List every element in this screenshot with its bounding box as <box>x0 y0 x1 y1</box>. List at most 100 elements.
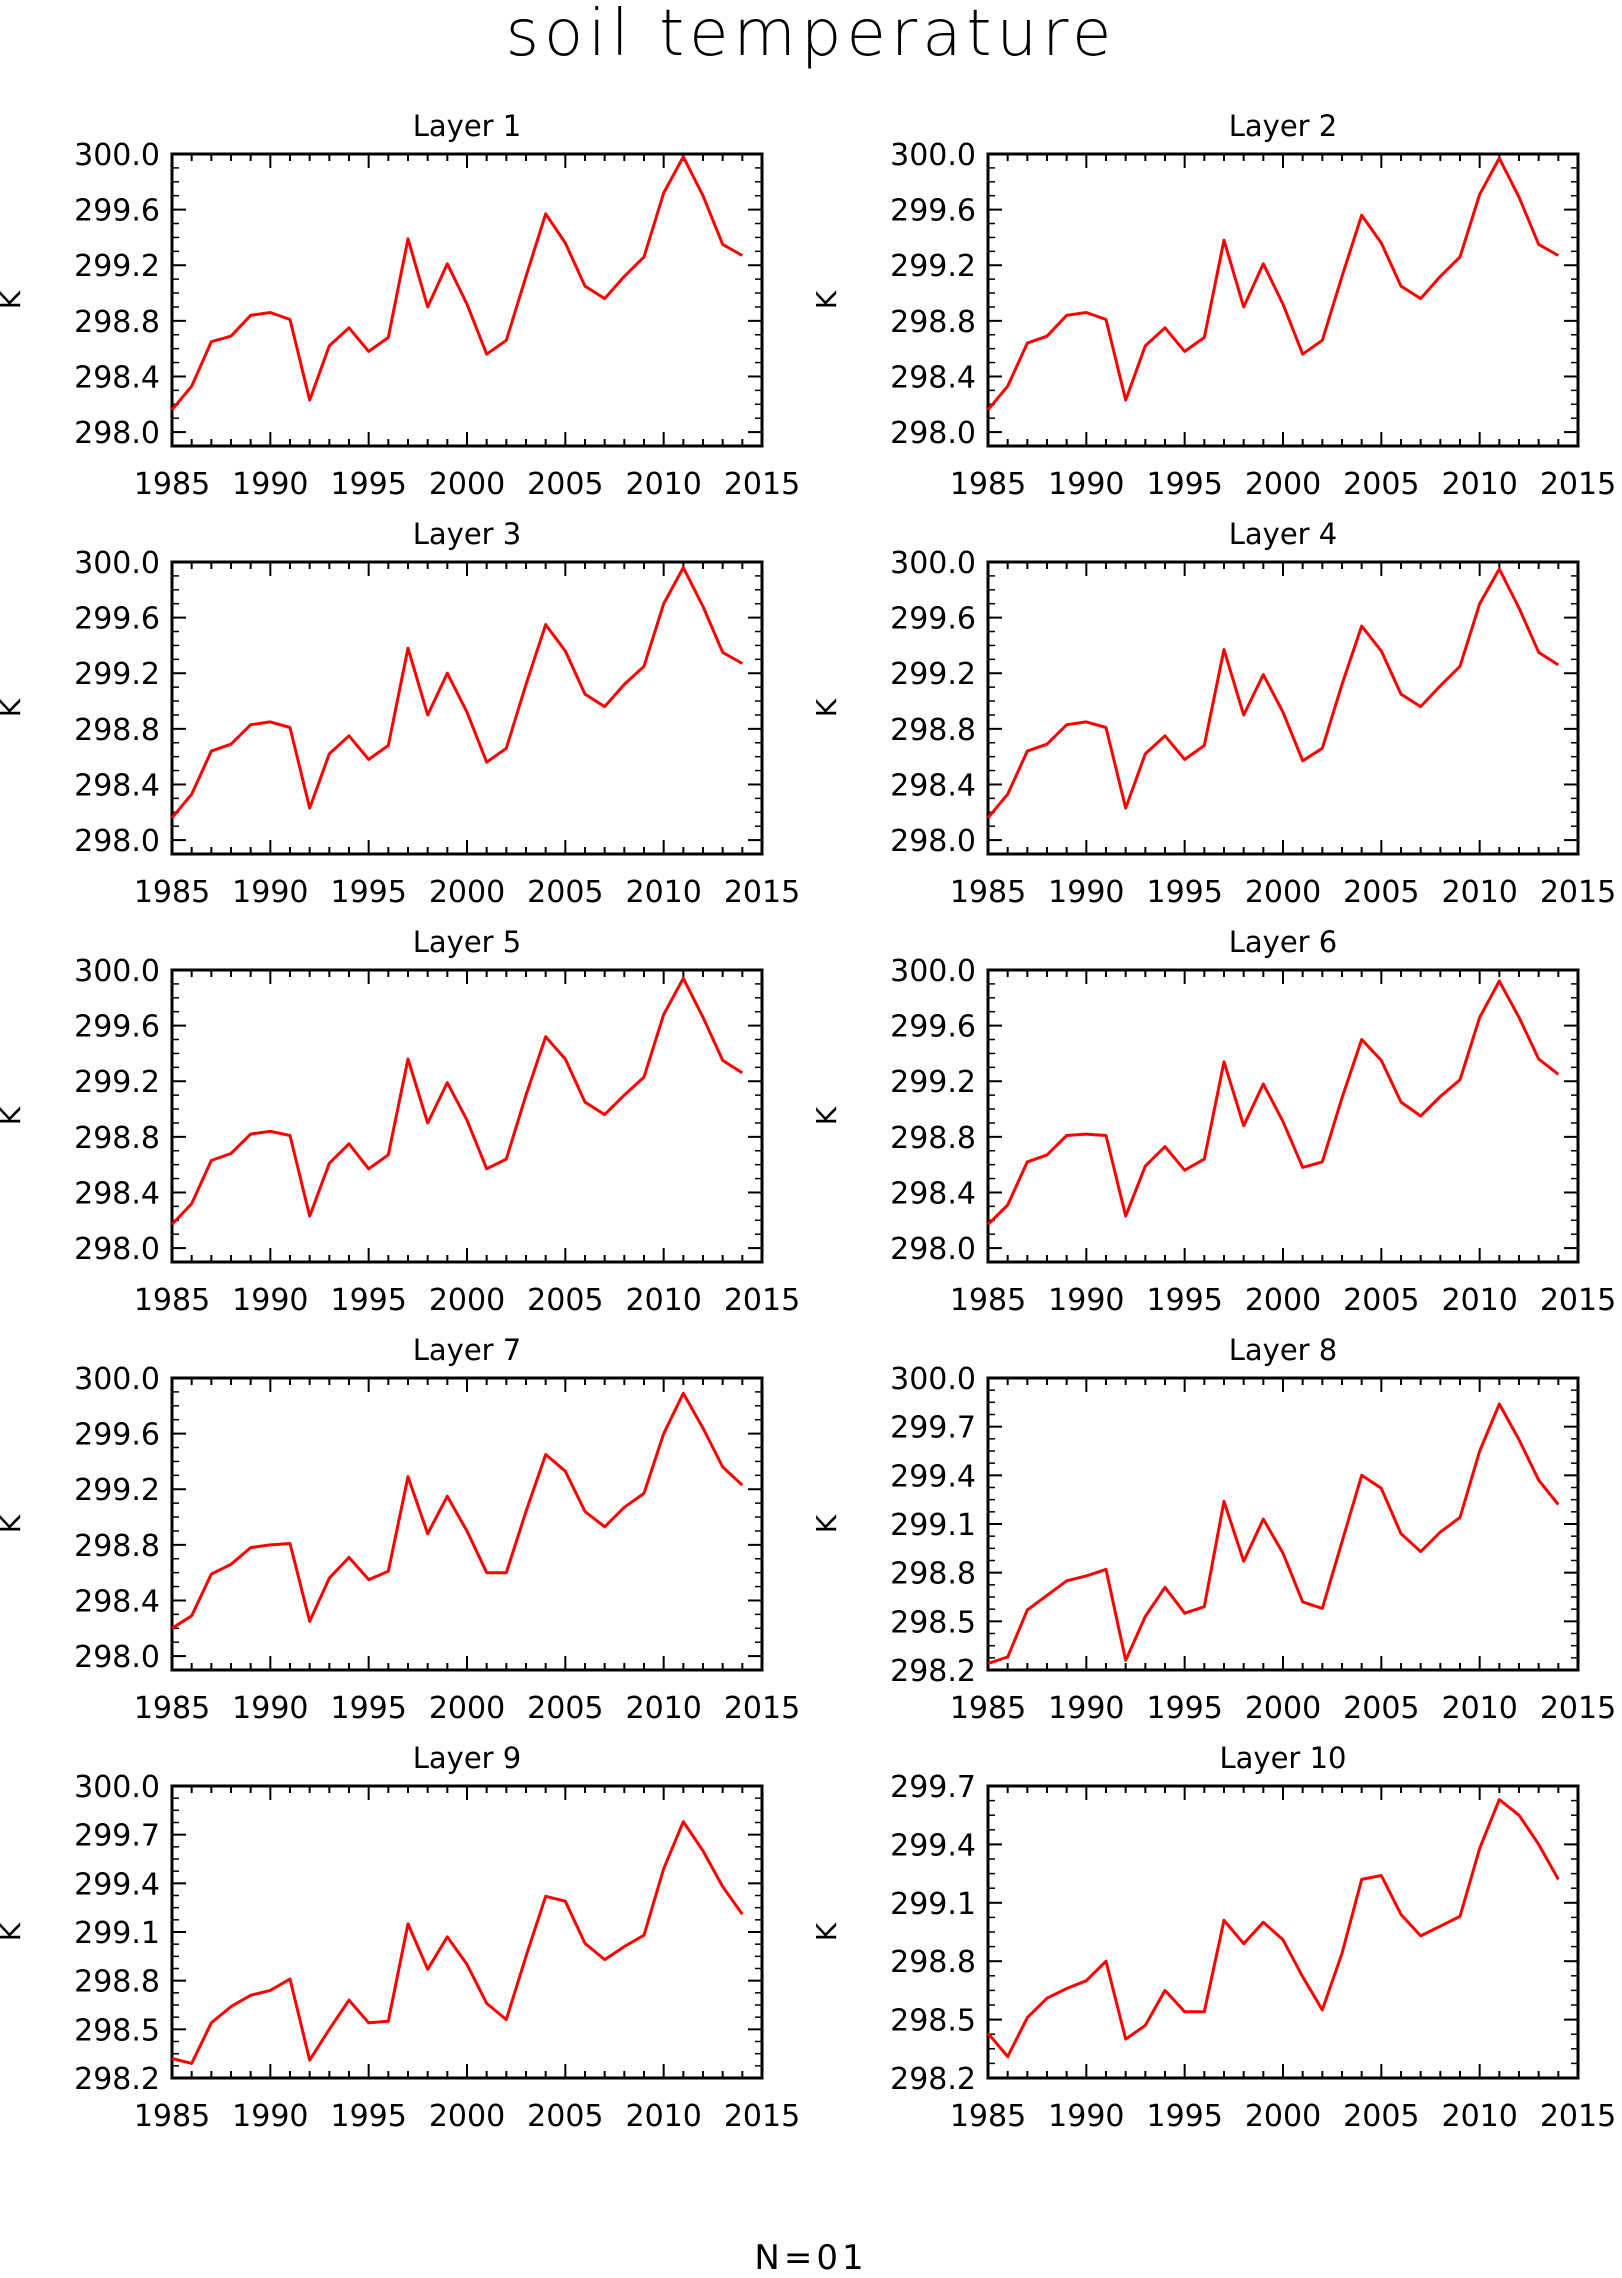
plot-frame <box>986 152 1580 448</box>
x-tick-label: 2010 <box>1441 1691 1517 1726</box>
x-tick-label: 2010 <box>1441 467 1517 502</box>
y-axis-label: K <box>0 1514 27 1533</box>
chart-panel: Layer 9 K 1985 1990 1995 2000 2005 2010 2015 298.… <box>0 1741 800 2134</box>
x-tick-label: 1985 <box>134 1283 210 1318</box>
x-tick-label: 2015 <box>724 1691 800 1726</box>
x-tick-label: 2000 <box>1245 2099 1321 2134</box>
x-tick-label: 2005 <box>527 1283 603 1318</box>
x-tick-label: 2010 <box>625 1691 701 1726</box>
x-tick-label: 2010 <box>1441 875 1517 910</box>
y-axis-label: K <box>0 698 27 717</box>
y-tick-label: 299.1 <box>890 1508 976 1543</box>
y-tick-label: 298.0 <box>74 416 160 451</box>
y-tick-label: 300.0 <box>890 1362 976 1397</box>
x-tick-label: 2000 <box>429 1691 505 1726</box>
y-tick-label: 299.2 <box>74 657 160 692</box>
y-axis-label: K <box>810 1922 843 1941</box>
y-tick-label: 298.8 <box>74 713 160 748</box>
x-tick-label: 1990 <box>1048 875 1124 910</box>
x-tick-label: 1985 <box>134 467 210 502</box>
x-tick-label: 2005 <box>527 875 603 910</box>
y-tick-label: 300.0 <box>74 954 160 989</box>
y-tick-label: 298.8 <box>74 1529 160 1564</box>
y-tick-label: 299.6 <box>890 1010 976 1045</box>
x-tick-label: 1985 <box>134 875 210 910</box>
x-tick-label: 1995 <box>1146 467 1222 502</box>
x-tick-label: 2000 <box>1245 875 1321 910</box>
panel-title: Layer 10 <box>1220 1741 1347 1775</box>
y-tick-label: 299.6 <box>74 602 160 637</box>
x-tick-label: 1995 <box>330 1283 406 1318</box>
y-tick-label: 298.4 <box>74 1584 160 1619</box>
y-tick-label: 298.5 <box>74 2013 160 2048</box>
panel-title: Layer 3 <box>413 517 522 551</box>
y-tick-label: 299.2 <box>74 249 160 284</box>
y-tick-label: 298.8 <box>74 1965 160 2000</box>
y-tick-label: 300.0 <box>74 1770 160 1805</box>
x-tick-label: 1990 <box>1048 2099 1124 2134</box>
y-tick-label: 299.4 <box>890 1828 976 1863</box>
x-tick-label: 1995 <box>1146 2099 1222 2134</box>
x-tick-label: 1990 <box>232 1691 308 1726</box>
y-tick-label: 299.4 <box>74 1867 160 1902</box>
y-tick-label: 299.6 <box>890 194 976 229</box>
x-tick-label: 1990 <box>1048 467 1124 502</box>
y-tick-label: 298.0 <box>890 416 976 451</box>
y-tick-label: 298.5 <box>890 1605 976 1640</box>
panel-title: Layer 8 <box>1229 1333 1338 1367</box>
plot-frame <box>170 152 764 448</box>
x-tick-label: 2010 <box>625 1283 701 1318</box>
plot-frame <box>170 560 764 856</box>
y-tick-label: 298.8 <box>890 1121 976 1156</box>
y-tick-label: 299.6 <box>74 194 160 229</box>
y-tick-label: 298.8 <box>890 305 976 340</box>
series-line <box>987 1402 1560 1665</box>
chart-panel: Layer 6 K 1985 1990 1995 2000 2005 2010 2015 298.… <box>810 925 1616 1318</box>
x-tick-label: 1995 <box>330 875 406 910</box>
y-tick-label: 298.5 <box>890 2004 976 2039</box>
panel-title: Layer 2 <box>1229 109 1338 143</box>
y-tick-label: 298.4 <box>890 1176 976 1211</box>
x-tick-label: 1985 <box>950 1283 1026 1318</box>
y-axis-label: K <box>810 290 843 309</box>
x-tick-label: 2000 <box>1245 1283 1321 1318</box>
series-line <box>171 1391 744 1630</box>
page-title: soil temperature <box>505 0 1117 71</box>
y-tick-label: 298.8 <box>74 305 160 340</box>
series-line <box>170 976 744 1226</box>
y-tick-label: 298.4 <box>74 1176 160 1211</box>
x-tick-label: 1995 <box>1146 875 1222 910</box>
y-tick-label: 299.2 <box>890 1065 976 1100</box>
y-tick-label: 298.8 <box>890 1557 976 1592</box>
y-tick-label: 298.4 <box>74 768 160 803</box>
x-tick-label: 2010 <box>625 875 701 910</box>
y-tick-label: 299.6 <box>74 1010 160 1045</box>
x-tick-label: 2010 <box>625 2099 701 2134</box>
panel-title: Layer 5 <box>413 925 522 959</box>
x-tick-label: 1990 <box>232 1283 308 1318</box>
y-tick-label: 298.8 <box>890 713 976 748</box>
x-tick-label: 2010 <box>625 467 701 502</box>
y-tick-label: 298.4 <box>890 360 976 395</box>
series-line <box>986 1798 1560 2059</box>
x-tick-label: 2015 <box>1540 467 1616 502</box>
x-tick-label: 2000 <box>429 2099 505 2134</box>
series-line <box>171 1820 744 2065</box>
x-tick-label: 2005 <box>527 1691 603 1726</box>
y-tick-label: 299.2 <box>890 249 976 284</box>
y-tick-label: 300.0 <box>890 546 976 581</box>
x-tick-label: 1990 <box>232 467 308 502</box>
x-tick-label: 2005 <box>1343 1691 1419 1726</box>
x-tick-label: 2010 <box>1441 2099 1517 2134</box>
y-tick-label: 298.2 <box>890 1654 976 1689</box>
panel-title: Layer 6 <box>1229 925 1338 959</box>
plot-frame <box>170 1784 764 2080</box>
y-tick-label: 298.0 <box>74 824 160 859</box>
y-tick-label: 298.0 <box>74 1640 160 1675</box>
x-tick-label: 2005 <box>1343 875 1419 910</box>
y-tick-label: 300.0 <box>74 138 160 173</box>
y-tick-label: 299.2 <box>74 1473 160 1508</box>
y-tick-label: 300.0 <box>890 954 976 989</box>
x-tick-label: 2005 <box>527 2099 603 2134</box>
